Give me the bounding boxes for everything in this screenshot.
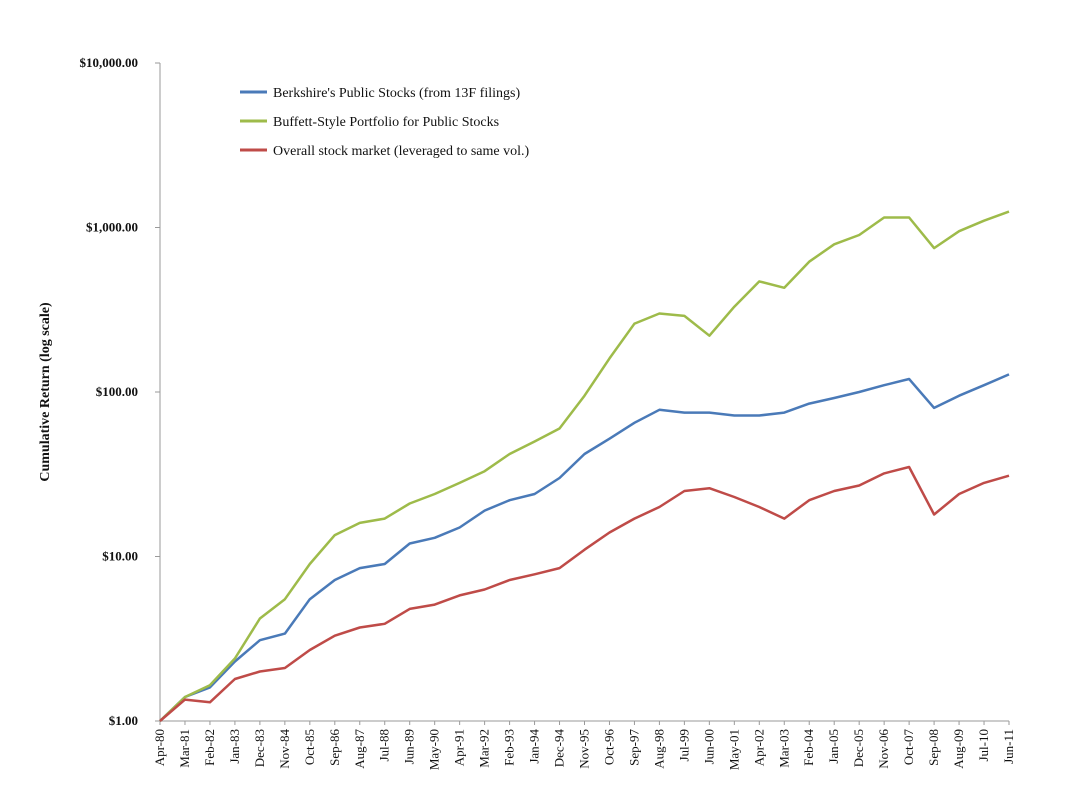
x-tick-label: Mar-81 — [177, 729, 192, 768]
x-tick-label: Sep-97 — [626, 729, 641, 766]
x-tick-label: Jul-88 — [377, 729, 392, 762]
x-tick-label: Apr-80 — [152, 729, 167, 766]
x-tick-label: Aug-09 — [951, 729, 966, 769]
x-tick-label: May-01 — [726, 729, 741, 770]
x-tick-label: Dec-05 — [851, 729, 866, 767]
x-tick-label: Nov-06 — [876, 729, 891, 769]
series-line-2 — [159, 465, 1010, 722]
x-tick-label: Nov-95 — [577, 729, 592, 769]
x-tick-label: Oct-07 — [901, 729, 916, 766]
x-tick-label: Oct-85 — [302, 729, 317, 765]
x-tick-label: Jan-83 — [227, 729, 242, 764]
x-tick-label: Dec-94 — [552, 729, 567, 768]
series-line-0 — [159, 373, 1010, 722]
x-tick-label: Jun-11 — [1001, 729, 1016, 764]
y-tick-label: $10.00 — [102, 549, 138, 564]
legend: Berkshire's Public Stocks (from 13F fili… — [240, 86, 530, 159]
x-tick-label: Feb-93 — [502, 729, 517, 766]
x-tick-label: Feb-04 — [801, 729, 816, 766]
series-lines — [159, 210, 1010, 722]
y-axis-label: Cumulative Return (log scale) — [38, 302, 53, 482]
x-tick-label: Apr-02 — [751, 729, 766, 766]
x-tick-label: Jun-89 — [402, 729, 417, 764]
x-tick-label: Feb-82 — [202, 729, 217, 766]
x-tick-label: Mar-92 — [477, 729, 492, 768]
x-tick-label: Mar-03 — [776, 729, 791, 768]
legend-label-1: Buffett-Style Portfolio for Public Stock… — [273, 115, 499, 130]
x-tick-label: Nov-84 — [277, 729, 292, 769]
x-tick-label: Jan-94 — [527, 729, 542, 764]
x-tick-label: Oct-96 — [601, 729, 616, 766]
x-tick-label: Aug-87 — [352, 729, 367, 769]
x-tick-label: Apr-91 — [452, 729, 467, 766]
axes — [159, 63, 1009, 722]
y-tick-label: $10,000.00 — [80, 55, 139, 70]
x-tick-label: Jul-10 — [976, 729, 991, 762]
y-tick-label: $1.00 — [109, 713, 138, 728]
x-tick-label: Sep-86 — [327, 729, 342, 766]
x-tick-label: Dec-83 — [252, 729, 267, 767]
x-tick-label: Aug-98 — [651, 729, 666, 769]
y-tick-label: $1,000.00 — [86, 220, 138, 235]
x-tick-label: May-90 — [427, 729, 442, 770]
series-line-1 — [159, 210, 1010, 722]
legend-label-2: Overall stock market (leveraged to same … — [273, 144, 530, 159]
x-tick-label: Jul-99 — [676, 729, 691, 762]
legend-label-0: Berkshire's Public Stocks (from 13F fili… — [273, 86, 520, 101]
y-ticks: $1.00 $10.00 $100.00 $1,000.00 $10,000.00 — [80, 55, 160, 728]
x-tick-label: Sep-08 — [926, 729, 941, 766]
x-tick-label: Jan-05 — [826, 729, 841, 764]
x-ticks: Apr-80 Mar-81 Feb-82 Jan-83 Dec-83 Nov-84 Oct-… — [152, 721, 1016, 770]
x-tick-label: Jun-00 — [701, 729, 716, 764]
y-tick-label: $100.00 — [96, 384, 138, 399]
